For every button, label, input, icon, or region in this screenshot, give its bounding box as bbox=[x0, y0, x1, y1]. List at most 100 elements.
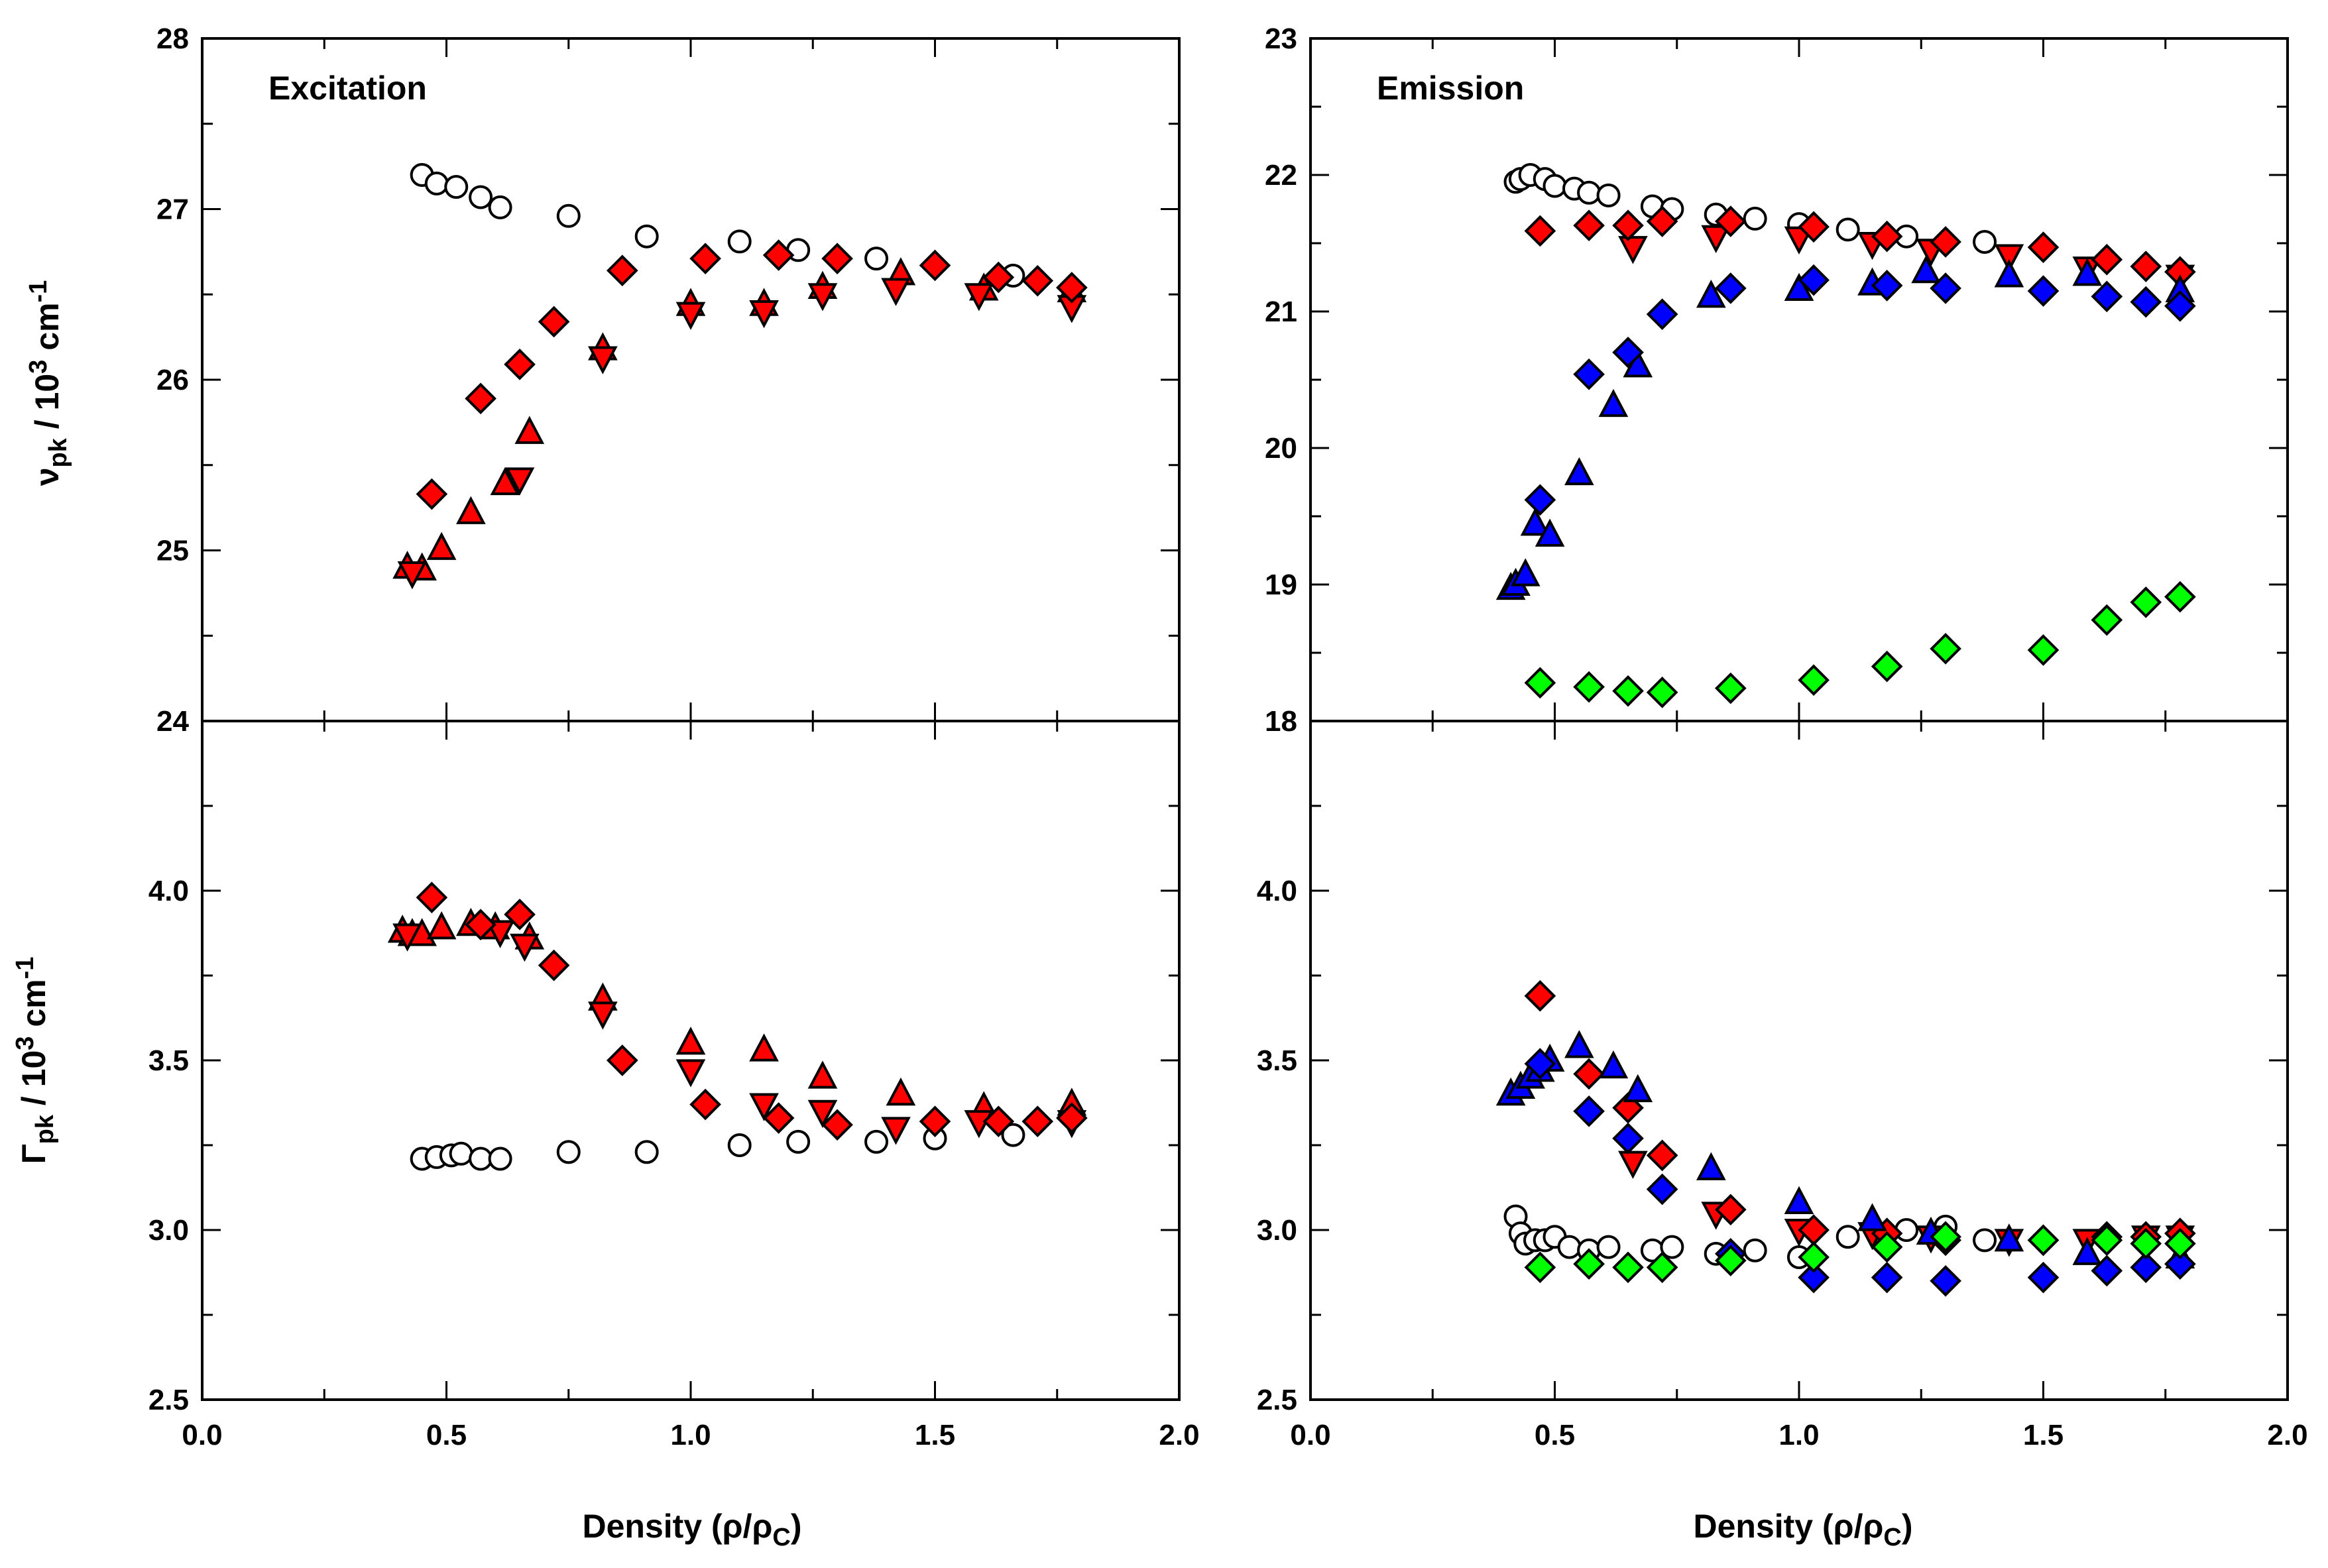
y-tick-label: 3.5 bbox=[148, 1044, 189, 1077]
emission-peak-label: Emission bbox=[1377, 70, 1524, 107]
y-tick-label: 2.5 bbox=[148, 1384, 189, 1416]
y-tick-label: 2.5 bbox=[1257, 1384, 1297, 1416]
marker-red-triangle-down bbox=[807, 283, 838, 311]
y-tick-label: 19 bbox=[1265, 569, 1297, 601]
marker-blue-diamond bbox=[1871, 1261, 1903, 1294]
marker-red-triangle-down bbox=[881, 1117, 911, 1145]
marker-red-diamond bbox=[538, 306, 570, 338]
marker-red-diamond bbox=[689, 243, 721, 275]
marker-red-diamond bbox=[1646, 1139, 1678, 1172]
marker-blue-diamond bbox=[1646, 298, 1678, 330]
marker-red-triangle-down bbox=[881, 278, 911, 306]
marker-green-diamond bbox=[1798, 1241, 1830, 1273]
marker-red-diamond bbox=[2027, 231, 2060, 264]
marker-blue-diamond bbox=[2027, 1261, 2060, 1294]
marker-white-open-circle bbox=[556, 1140, 581, 1164]
marker-green-diamond bbox=[1573, 671, 1605, 703]
x-tick-label: 1.5 bbox=[2023, 1419, 2064, 1451]
marker-white-open-circle bbox=[727, 229, 752, 254]
y-title-top-symbol: ν bbox=[29, 467, 66, 486]
marker-white-open-circle bbox=[1577, 180, 1601, 205]
marker-blue-triangle-up bbox=[1696, 1152, 1726, 1180]
marker-red-diamond bbox=[606, 1044, 638, 1076]
marker-red-triangle-up bbox=[749, 1033, 779, 1062]
marker-green-diamond bbox=[1930, 632, 1961, 665]
marker-red-diamond bbox=[1021, 264, 1054, 297]
marker-green-diamond bbox=[1646, 676, 1678, 708]
marker-white-open-circle bbox=[1973, 229, 1997, 254]
marker-red-triangle-up bbox=[426, 911, 457, 940]
marker-white-open-circle bbox=[488, 1147, 512, 1171]
marker-red-triangle-down bbox=[675, 302, 706, 330]
marker-green-diamond bbox=[1524, 1251, 1556, 1284]
marker-red-diamond bbox=[504, 348, 536, 380]
y-tick-label: 4.0 bbox=[148, 875, 189, 907]
x-tick-label: 2.0 bbox=[1159, 1419, 1199, 1451]
y-tick-label: 3.5 bbox=[1257, 1044, 1297, 1077]
marker-blue-diamond bbox=[2130, 286, 2162, 318]
y-axis-title-top: νpk / 103 cm-1 bbox=[25, 280, 72, 486]
marker-red-triangle-down bbox=[1618, 236, 1648, 264]
marker-green-diamond bbox=[1798, 664, 1830, 697]
marker-red-diamond bbox=[465, 382, 496, 415]
x-tick-label: 1.0 bbox=[670, 1419, 711, 1451]
marker-white-open-circle bbox=[1835, 1225, 1860, 1249]
y-title-top-sub: pk bbox=[44, 437, 72, 467]
marker-red-triangle-down bbox=[675, 1059, 706, 1088]
x-axis-title-left: Density (ρ/ρC) bbox=[582, 1508, 801, 1551]
marker-blue-diamond bbox=[1524, 484, 1556, 516]
y-tick-label: 25 bbox=[156, 535, 189, 567]
marker-blue-diamond bbox=[2130, 1251, 2162, 1284]
marker-red-diamond bbox=[1612, 209, 1644, 242]
marker-red-triangle-down bbox=[1994, 244, 2024, 272]
marker-white-open-circle bbox=[786, 1129, 811, 1154]
marker-blue-diamond bbox=[2164, 1248, 2196, 1280]
marker-red-diamond bbox=[689, 1088, 721, 1121]
marker-blue-diamond bbox=[1573, 358, 1605, 390]
marker-red-diamond bbox=[919, 1105, 951, 1137]
marker-white-open-circle bbox=[1596, 1235, 1621, 1259]
marker-white-open-circle bbox=[449, 1141, 473, 1166]
marker-green-diamond bbox=[1612, 675, 1644, 707]
marker-blue-triangle-up bbox=[1784, 272, 1814, 302]
marker-white-open-circle bbox=[1001, 1123, 1025, 1147]
marker-red-diamond bbox=[606, 254, 638, 287]
marker-red-triangle-up bbox=[514, 416, 545, 444]
y-title-bottom-sub: pk bbox=[31, 1114, 59, 1144]
marker-blue-diamond bbox=[1524, 1048, 1556, 1080]
marker-red-diamond bbox=[821, 243, 853, 275]
marker-red-triangle-up bbox=[456, 496, 486, 524]
marker-white-open-circle bbox=[424, 171, 449, 196]
x-axis-title-right: Density (ρ/ρC) bbox=[1693, 1508, 1912, 1551]
y-title-top-exp: 3 bbox=[25, 360, 52, 374]
y-tick-label: 23 bbox=[1265, 23, 1297, 55]
marker-red-triangle-down bbox=[485, 920, 515, 948]
marker-green-diamond bbox=[2164, 1227, 2196, 1260]
marker-green-diamond bbox=[1612, 1251, 1644, 1284]
marker-blue-triangle-up bbox=[1598, 388, 1629, 418]
emission-peak-frame bbox=[1309, 37, 2289, 722]
marker-red-diamond bbox=[1056, 272, 1088, 304]
marker-white-open-circle bbox=[488, 195, 512, 219]
marker-red-triangle-down bbox=[588, 346, 618, 374]
marker-blue-diamond bbox=[1798, 1261, 1830, 1294]
y-title-bottom-symbol: Γ bbox=[15, 1144, 52, 1164]
marker-blue-diamond bbox=[2027, 275, 2060, 307]
y-tick-label: 18 bbox=[1265, 705, 1297, 738]
marker-red-triangle-down bbox=[1618, 1150, 1648, 1179]
marker-blue-diamond bbox=[1871, 270, 1903, 302]
marker-red-diamond bbox=[1056, 1102, 1088, 1134]
marker-red-diamond bbox=[416, 881, 448, 914]
y-tick-label: 21 bbox=[1265, 296, 1297, 328]
y-tick-label: 22 bbox=[1265, 159, 1297, 192]
marker-green-diamond bbox=[1930, 1221, 1961, 1253]
marker-white-open-circle bbox=[634, 1140, 659, 1164]
marker-white-open-circle bbox=[1973, 1228, 1997, 1253]
marker-red-diamond bbox=[465, 909, 496, 941]
y-title-bottom-exp2: -1 bbox=[11, 957, 39, 980]
marker-white-open-circle bbox=[634, 224, 659, 249]
y-title-top-cm: cm bbox=[29, 303, 66, 360]
marker-blue-triangle-up bbox=[1857, 1203, 1887, 1231]
marker-white-open-circle bbox=[469, 185, 493, 209]
marker-red-triangle-down bbox=[397, 561, 428, 590]
